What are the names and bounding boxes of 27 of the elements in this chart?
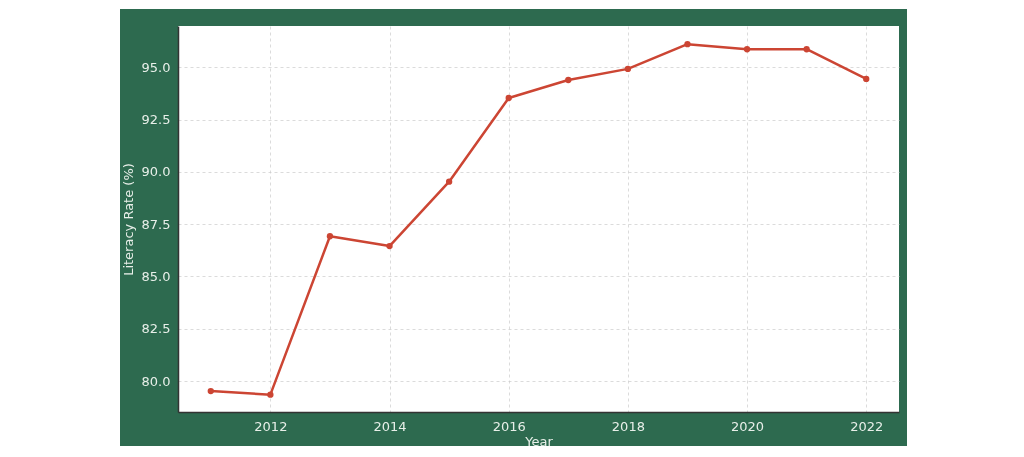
y-tick-label: 90.0 xyxy=(141,164,171,180)
x-tick-label: 2012 xyxy=(254,418,288,434)
point xyxy=(565,76,572,84)
point xyxy=(326,233,334,240)
point xyxy=(207,387,214,395)
point xyxy=(267,391,274,398)
x-tick-label: 2022 xyxy=(850,418,884,434)
point xyxy=(624,65,632,73)
y-tick-label: 80.0 xyxy=(141,373,171,389)
y-tick-label: 95.0 xyxy=(141,59,171,75)
x-axis-title: Year xyxy=(524,433,554,449)
x-tick-label: 2018 xyxy=(611,418,645,434)
x-tick-label: 2014 xyxy=(373,418,407,434)
x-tick-label: 2020 xyxy=(731,418,765,434)
point xyxy=(863,75,870,83)
y-tick-label: 92.5 xyxy=(141,112,171,128)
y-axis-title: Literacy Rate (%) xyxy=(120,163,136,276)
point xyxy=(445,178,453,185)
point xyxy=(803,46,810,53)
point xyxy=(743,46,751,53)
point xyxy=(386,242,393,250)
point xyxy=(505,94,512,102)
y-tick-label: 87.5 xyxy=(141,216,171,232)
y-tick-label: 85.0 xyxy=(141,268,171,284)
y-tick-label: 82.5 xyxy=(141,321,171,337)
x-tick-label: 2016 xyxy=(492,418,526,434)
point xyxy=(684,41,691,48)
